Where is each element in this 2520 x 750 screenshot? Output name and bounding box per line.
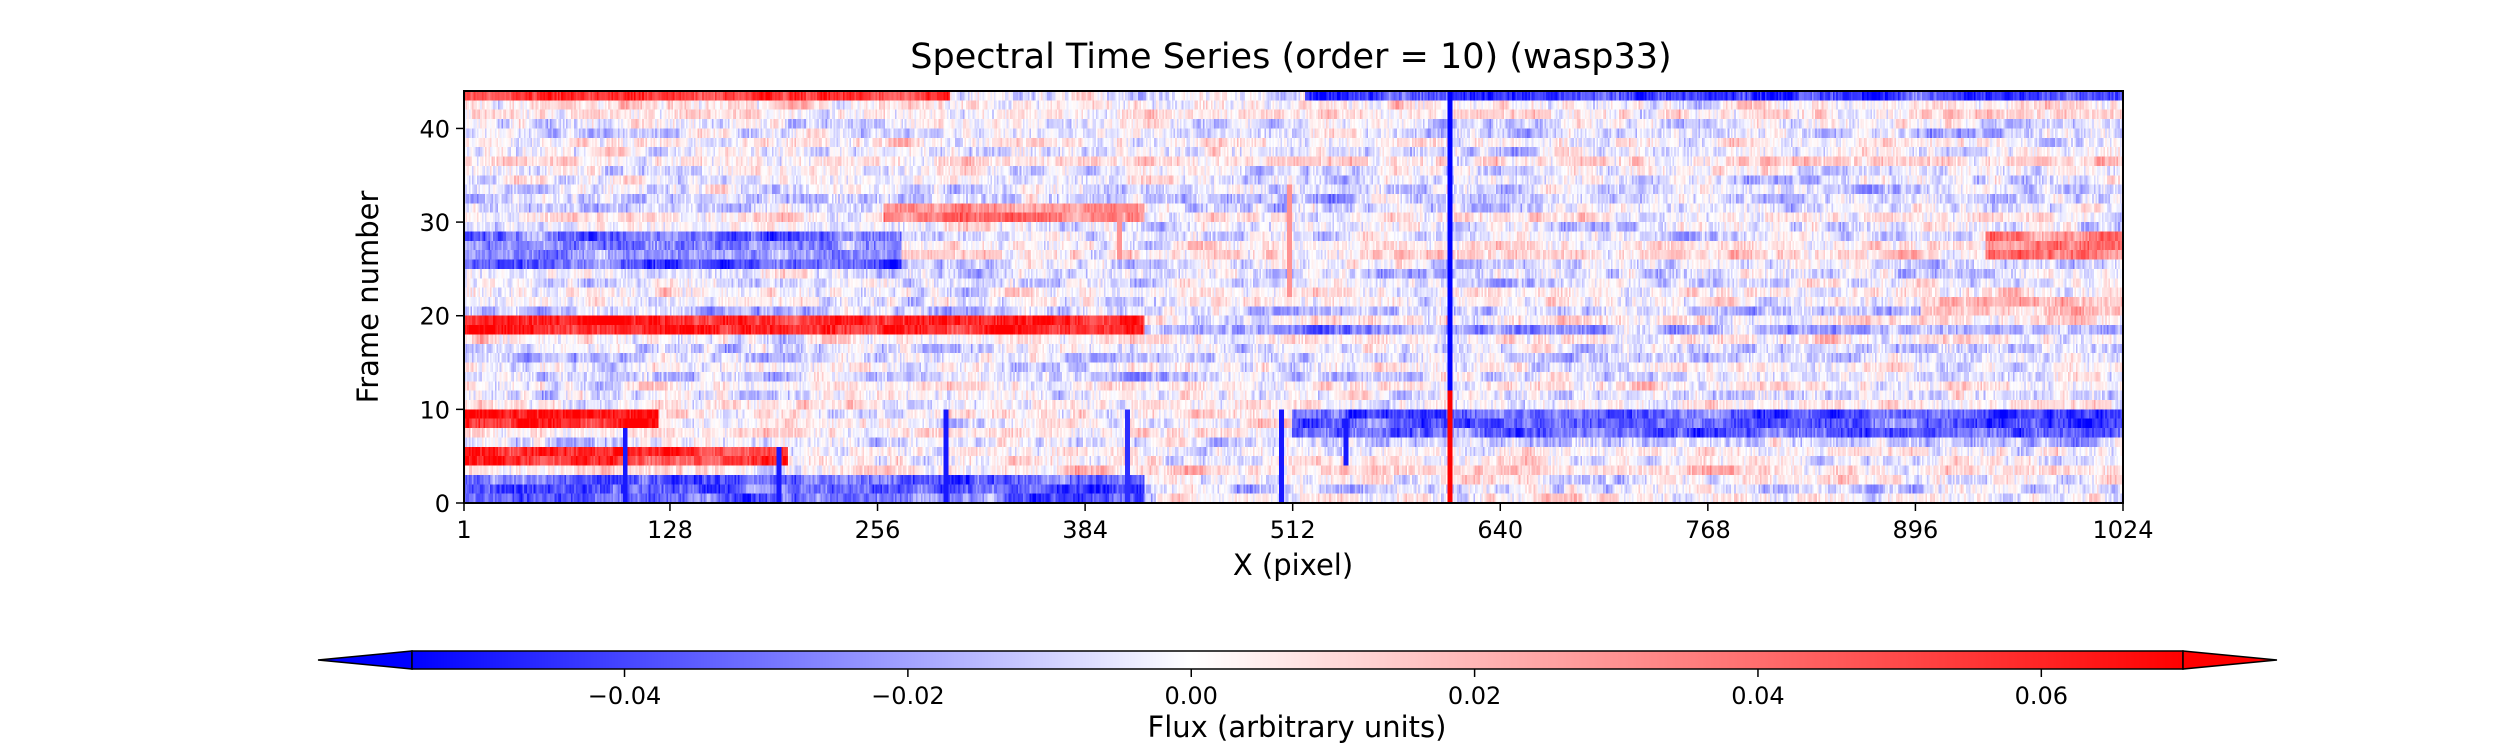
plot-frame xyxy=(463,90,2124,504)
y-tick-label: 20 xyxy=(419,303,450,331)
colorbar-tick-label: 0.00 xyxy=(1165,682,1218,710)
x-tick-label: 256 xyxy=(855,516,901,544)
colorbar-extend-low xyxy=(317,650,413,670)
x-tick-label: 1 xyxy=(456,516,471,544)
colorbar-ticks: −0.04 −0.02 0.00 0.02 0.04 0.06 xyxy=(588,669,2068,710)
x-tick-label: 1024 xyxy=(2092,516,2153,544)
chart-title: Spectral Time Series (order = 10) (wasp3… xyxy=(910,37,1671,77)
y-axis: 0 10 20 30 40 xyxy=(419,115,464,518)
x-tick-label: 128 xyxy=(647,516,693,544)
colorbar-extend-high xyxy=(2182,650,2278,670)
colorbar-tick-label: −0.02 xyxy=(871,682,945,710)
colorbar-label: Flux (arbitrary units) xyxy=(1148,710,1447,744)
x-tick-label: 768 xyxy=(1685,516,1731,544)
y-tick-label: 40 xyxy=(419,115,450,143)
y-axis-label: Frame number xyxy=(351,191,385,404)
x-axis-label: X (pixel) xyxy=(1233,548,1353,582)
x-tick-label: 896 xyxy=(1893,516,1939,544)
heatmap-image xyxy=(464,91,2123,503)
colorbar-body xyxy=(411,650,2184,670)
heatmap xyxy=(464,91,2123,503)
y-tick-label: 30 xyxy=(419,209,450,237)
x-tick-label: 640 xyxy=(1477,516,1523,544)
y-tick-label: 10 xyxy=(419,396,450,424)
x-axis: 1 128 256 384 512 640 768 896 1024 xyxy=(456,503,2154,544)
y-tick-label: 0 xyxy=(435,490,450,518)
x-tick-label: 384 xyxy=(1062,516,1108,544)
colorbar-tick-label: 0.06 xyxy=(2015,682,2068,710)
colorbar-tick-label: −0.04 xyxy=(588,682,662,710)
colorbar-tick-label: 0.04 xyxy=(1731,682,1784,710)
x-tick-label: 512 xyxy=(1270,516,1316,544)
colorbar-tick-label: 0.02 xyxy=(1448,682,1501,710)
colorbar: −0.04 −0.02 0.00 0.02 0.04 0.06 Flux (arbitra… xyxy=(317,650,2278,744)
